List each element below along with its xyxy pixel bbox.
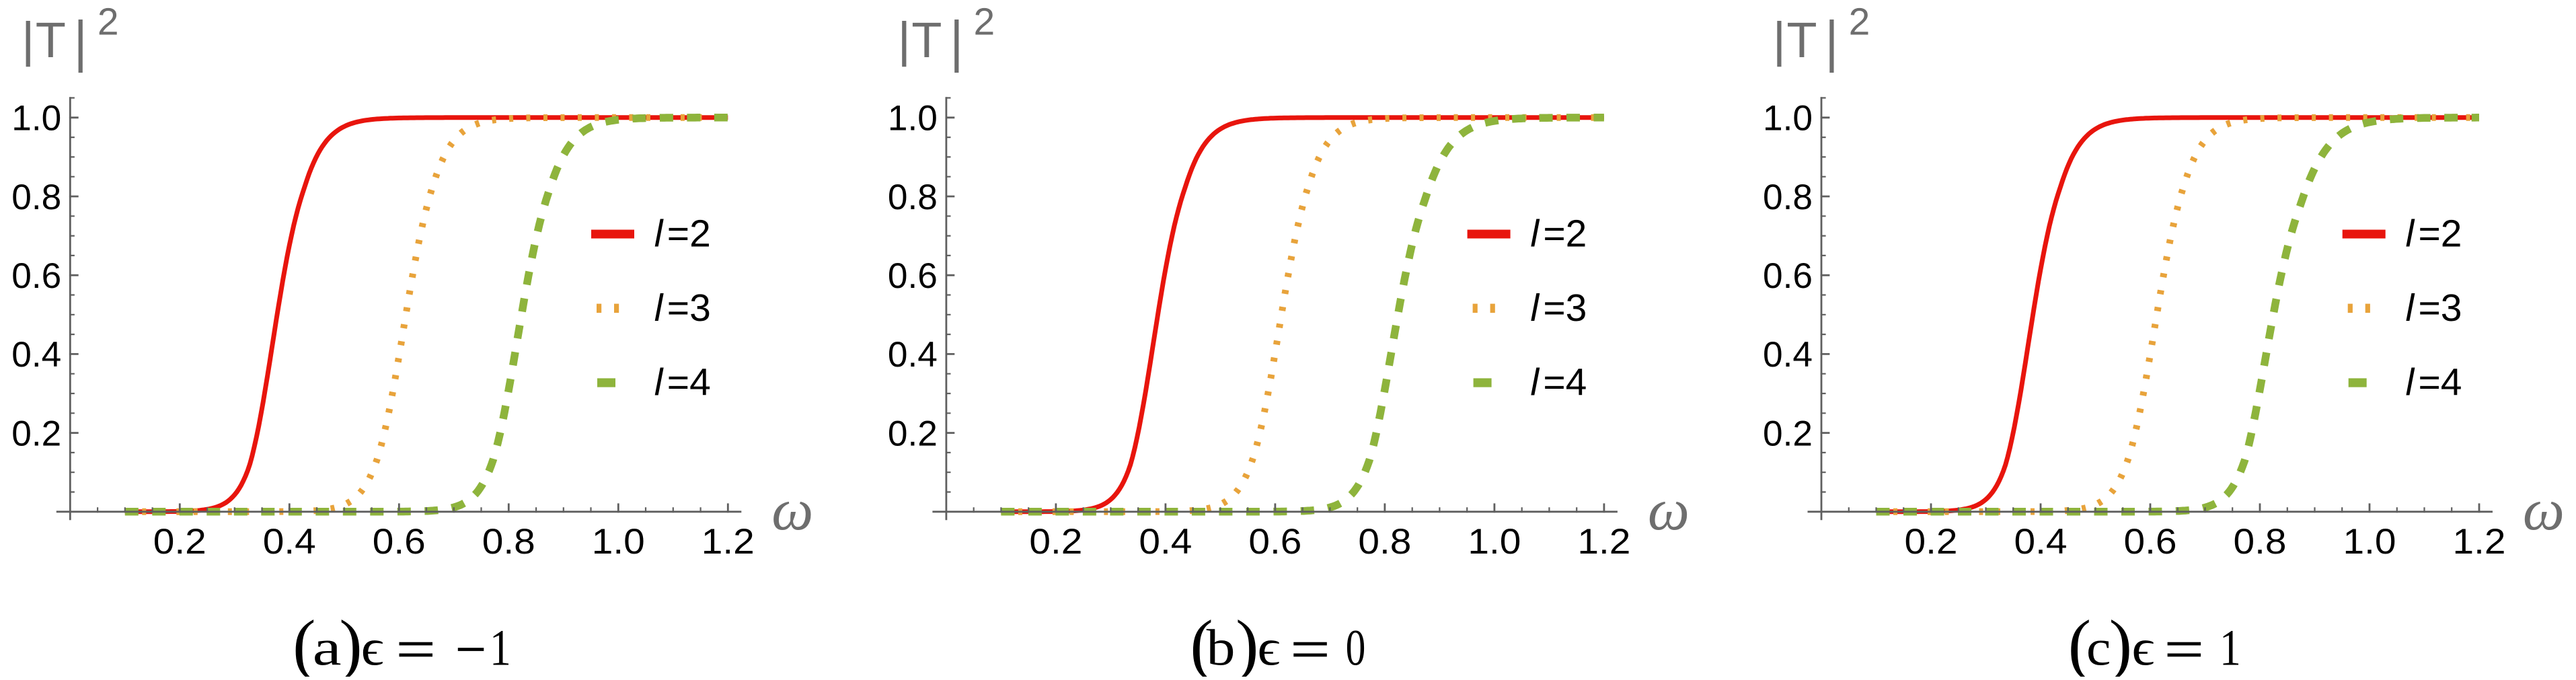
svg-text:l: l — [654, 361, 664, 404]
svg-text:0.4: 0.4 — [1763, 335, 1813, 375]
svg-text:(: ( — [2068, 607, 2091, 677]
svg-text:0.2: 0.2 — [153, 522, 206, 562]
svg-text:0.8: 0.8 — [482, 522, 535, 562]
svg-text:1.2: 1.2 — [1577, 522, 1630, 562]
svg-text:1.0: 1.0 — [888, 99, 938, 139]
svg-text:l: l — [1530, 213, 1540, 256]
svg-text:b: b — [1207, 619, 1236, 676]
svg-text:0.8: 0.8 — [1358, 522, 1411, 562]
svg-text:0.2: 0.2 — [1763, 414, 1813, 453]
svg-text:l: l — [2406, 213, 2415, 256]
svg-text:0.8: 0.8 — [888, 178, 938, 217]
svg-text:ω: ω — [1648, 478, 1690, 543]
svg-text:0.8: 0.8 — [1763, 178, 1813, 217]
svg-text:ϵ: ϵ — [1257, 619, 1280, 676]
svg-text:1.0: 1.0 — [1763, 99, 1813, 139]
svg-text:): ) — [1236, 607, 1258, 677]
svg-text:ω: ω — [2523, 478, 2565, 543]
svg-text:l: l — [2406, 287, 2415, 330]
svg-text:(: ( — [1190, 607, 1213, 677]
svg-text:0.6: 0.6 — [373, 522, 426, 562]
svg-text:0.2: 0.2 — [1029, 522, 1082, 562]
svg-text:2: 2 — [1849, 0, 1870, 43]
svg-text:l: l — [1530, 287, 1540, 330]
svg-text:=4: =4 — [1543, 361, 1587, 404]
svg-text:0.6: 0.6 — [2124, 522, 2177, 562]
svg-text:=3: =3 — [1543, 287, 1587, 330]
svg-text:1.0: 1.0 — [1468, 522, 1521, 562]
svg-text:0.8: 0.8 — [11, 178, 61, 217]
svg-text:0.2: 0.2 — [888, 414, 938, 453]
svg-text:=4: =4 — [667, 361, 711, 404]
svg-text:=4: =4 — [2419, 361, 2462, 404]
svg-text:=2: =2 — [667, 213, 711, 256]
svg-text:1.2: 1.2 — [702, 522, 755, 562]
svg-text:0.2: 0.2 — [11, 414, 61, 453]
svg-text:ω: ω — [771, 478, 813, 543]
svg-text:0.6: 0.6 — [11, 256, 61, 296]
svg-text:2: 2 — [974, 0, 995, 43]
svg-text:0.6: 0.6 — [1763, 256, 1813, 296]
svg-text:=2: =2 — [1543, 213, 1587, 256]
svg-text:1: 1 — [2220, 619, 2241, 676]
svg-text:): ) — [339, 607, 362, 677]
svg-text:l: l — [2406, 361, 2415, 404]
svg-text:T: T — [911, 12, 942, 68]
svg-text:0.2: 0.2 — [1905, 522, 1958, 562]
svg-text:1: 1 — [490, 619, 511, 676]
svg-text:0.4: 0.4 — [11, 335, 61, 375]
svg-text:1.0: 1.0 — [11, 99, 61, 139]
svg-text:l: l — [654, 287, 664, 330]
svg-text:2: 2 — [98, 0, 119, 43]
svg-text:T: T — [1786, 12, 1817, 68]
svg-text:0.4: 0.4 — [2014, 522, 2068, 562]
svg-text:ϵ: ϵ — [361, 619, 384, 676]
svg-text:l: l — [1530, 361, 1540, 404]
svg-text:T: T — [36, 12, 66, 68]
svg-text:ϵ: ϵ — [2131, 619, 2154, 676]
svg-text:=2: =2 — [2419, 213, 2462, 256]
svg-text:=3: =3 — [667, 287, 711, 330]
svg-text:1.0: 1.0 — [592, 522, 645, 562]
svg-text:0.6: 0.6 — [1248, 522, 1301, 562]
svg-text:l: l — [654, 213, 664, 256]
svg-text:1.2: 1.2 — [2453, 522, 2506, 562]
svg-text:a: a — [313, 619, 342, 676]
svg-text:c: c — [2086, 619, 2111, 676]
svg-text:=3: =3 — [2419, 287, 2462, 330]
svg-text:): ) — [2109, 607, 2132, 677]
svg-text:0.4: 0.4 — [263, 522, 316, 562]
svg-text:1.0: 1.0 — [2343, 522, 2396, 562]
svg-text:0: 0 — [1346, 619, 1366, 676]
svg-text:0.8: 0.8 — [2234, 522, 2287, 562]
svg-text:0.4: 0.4 — [888, 335, 938, 375]
svg-text:0.4: 0.4 — [1139, 522, 1192, 562]
svg-text:0.6: 0.6 — [888, 256, 938, 296]
svg-text:(: ( — [293, 607, 315, 677]
